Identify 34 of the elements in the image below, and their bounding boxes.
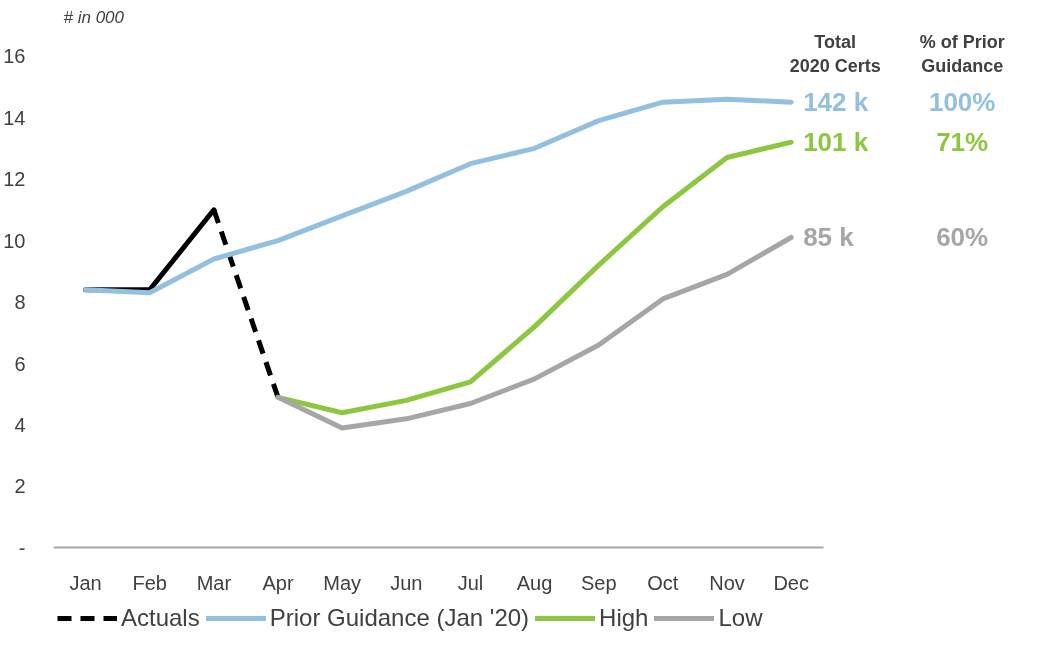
annotation: Total 2020 Certs [789, 32, 881, 77]
x-tick-label: May [323, 571, 362, 594]
y-tick-label: 8 [14, 291, 26, 314]
annotation: 85 k [803, 222, 855, 253]
x-tick-label: Mar [196, 571, 232, 594]
x-tick-label: Jun [390, 571, 423, 594]
x-tick-label: Feb [132, 571, 167, 594]
legend-label: Prior Guidance (Jan '20) [269, 604, 530, 632]
x-tick-label: Jul [457, 571, 484, 594]
text: 71% [936, 127, 989, 158]
x-tick-label: Aug [516, 571, 553, 594]
annotation: 142 k [803, 87, 869, 118]
y-tick-label: 2 [14, 475, 26, 498]
text: 100% [928, 87, 996, 118]
annotation: 101 k [803, 127, 869, 158]
x-tick-label: Nov [709, 571, 745, 594]
x-tick-label: Dec [773, 571, 809, 594]
x-tick-label: Sep [580, 571, 617, 594]
x-tick-label: Jan [69, 571, 102, 594]
x-tick-label: Apr [262, 571, 294, 594]
y-tick-label: 4 [14, 414, 26, 436]
legend-label: Actuals [121, 604, 200, 632]
y-tick-label: 6 [14, 352, 26, 375]
y-axis-title: # in 000 [63, 7, 125, 27]
y-tick-label: 12 [3, 168, 26, 191]
text: 60% [936, 222, 989, 253]
y-tick-label: 10 [3, 229, 26, 252]
x-tick-label: Oct [647, 571, 679, 594]
y-tick-label: 14 [3, 106, 26, 129]
y-tick-label: - [18, 536, 26, 559]
text: % of Prior Guidance [919, 32, 1005, 77]
legend-label: Low [718, 604, 763, 632]
legend-label: High [599, 604, 649, 632]
y-tick-label: 16 [3, 45, 26, 68]
